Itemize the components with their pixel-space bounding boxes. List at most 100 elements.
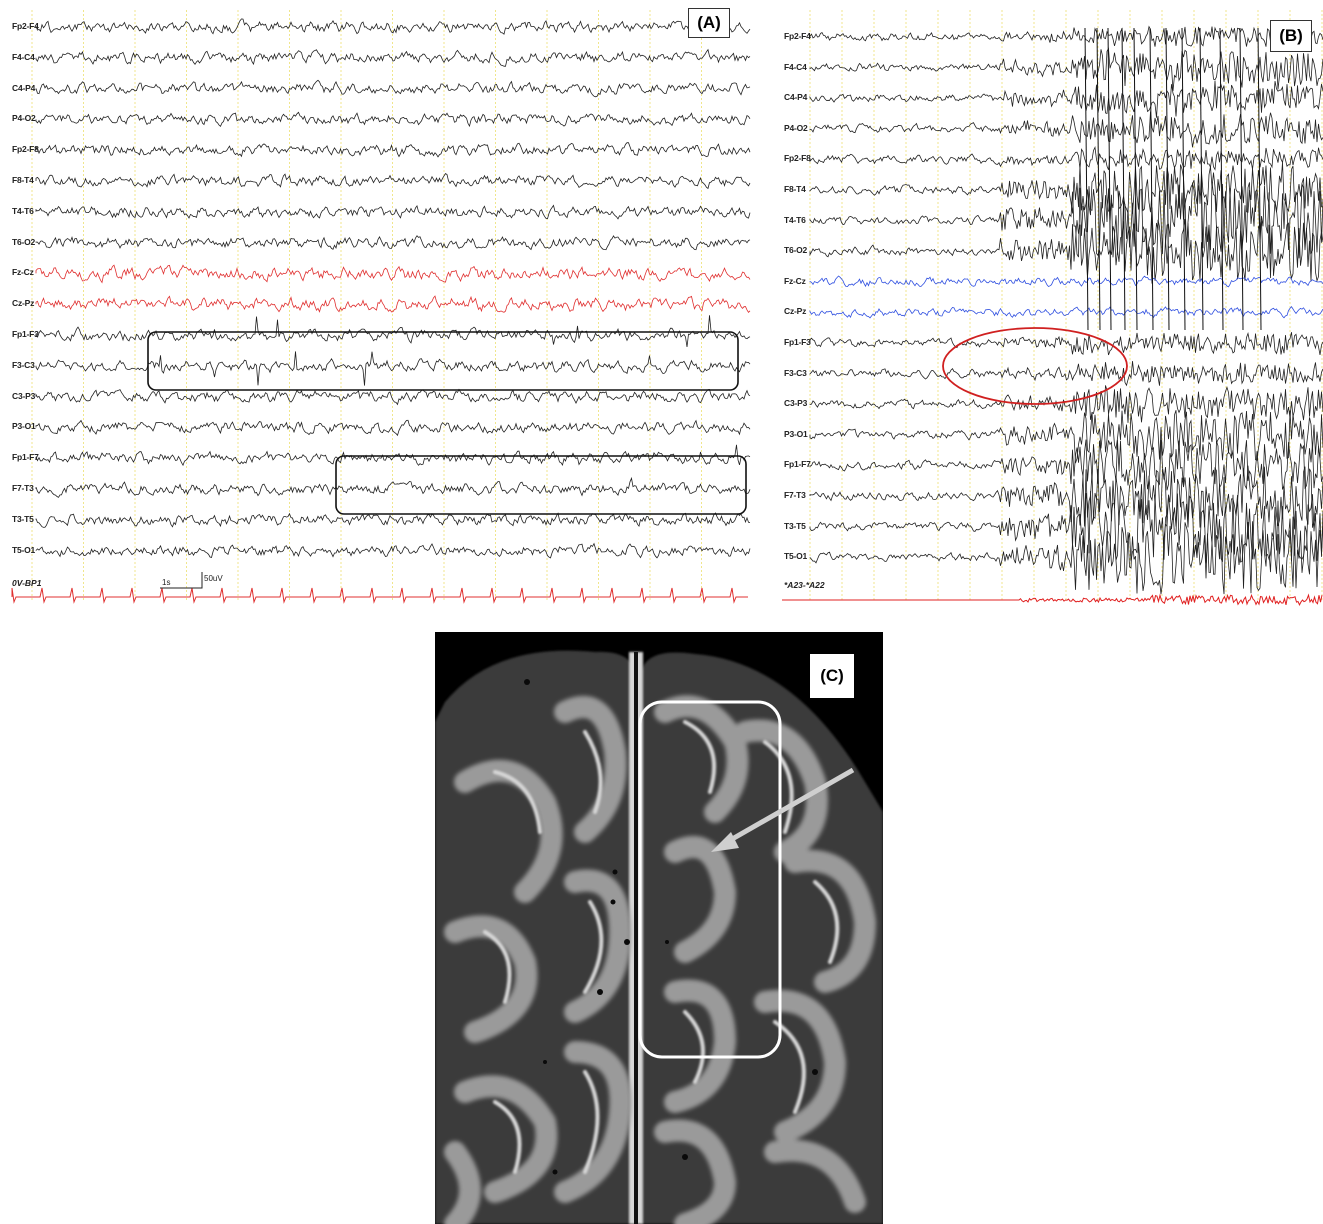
highlight-ellipse-b [942, 327, 1128, 405]
eeg-a-channel-label-fp2-f8: Fp2-F8 [12, 144, 39, 155]
eeg-a-channel-label-t4-t6: T4-T6 [12, 205, 34, 216]
eeg-a-channel-label-fp1-f7: Fp1-F7 [12, 452, 39, 463]
eeg-a-channel-label-t3-t5: T3-T5 [12, 513, 34, 524]
artifact-spike-0 [1084, 27, 1089, 331]
eeg-a-channel-label-c4-p4: C4-P4 [12, 82, 36, 93]
highlight-box-a-1 [335, 455, 747, 515]
eeg-b-trace-c3-p3 [809, 385, 1323, 423]
artifact-spike-1 [1096, 27, 1101, 331]
artifact-spike-2 [1107, 27, 1112, 331]
eeg-a-channel-label-p4-o2: P4-O2 [12, 113, 36, 124]
eeg-a-channel-label-c3-p3: C3-P3 [12, 390, 36, 401]
eeg-b-trace-cz-pz [809, 306, 1323, 319]
mri-panel-c: (C) [435, 632, 883, 1224]
eeg-b-channel-label-fp1-f3: Fp1-F3 [784, 337, 811, 347]
eeg-b-trace-f8-t4 [809, 162, 1323, 216]
eeg-a-trace-fp2-f4 [35, 18, 751, 35]
eeg-b-trace-c4-p4 [809, 80, 1323, 118]
eeg-a-channel-label-f7-t3: F7-T3 [12, 483, 34, 493]
eeg-a-trace-cz-pz [35, 295, 751, 313]
eeg-b-trace-t3-t5 [809, 490, 1323, 564]
eeg-b-channel-label-fz-cz: Fz-Cz [784, 275, 806, 286]
highlight-box-a-0 [147, 331, 739, 391]
mri-brain-image [435, 632, 883, 1224]
eeg-b-trace-fp2-f8 [809, 146, 1323, 171]
eeg-b-channel-label-t6-o2: T6-O2 [784, 245, 808, 256]
artifact-spike-9 [1219, 27, 1224, 331]
eeg-a-trace-fp1-f7 [35, 444, 751, 467]
eeg-b-trace-fp1-f3 [809, 332, 1323, 356]
artifact-spike-10 [1239, 27, 1244, 331]
eeg-a-trace-fz-cz [35, 264, 751, 284]
artifact-spike-5 [1149, 27, 1154, 331]
eeg-b-channel-label-cz-pz: Cz-Pz [784, 306, 807, 317]
eeg-b-channel-label-p3-o1: P3-O1 [784, 428, 808, 439]
scale-bar [160, 572, 203, 589]
eeg-traces-a [11, 10, 751, 604]
eeg-b-trace-f4-c4 [809, 47, 1323, 91]
eeg-b-trace-fz-cz [809, 275, 1323, 288]
eeg-b-trace-t6-o2 [809, 218, 1323, 284]
panel-tag-c: (C) [810, 654, 854, 698]
eeg-a-channel-label-t5-o1: T5-O1 [12, 544, 36, 555]
eeg-a-channel-label-p3-o1: P3-O1 [12, 421, 36, 432]
eeg-traces-b [782, 10, 1323, 606]
eeg-b-trace-p3-o1 [809, 410, 1323, 464]
eeg-a-trace-t6-o2 [35, 235, 751, 251]
eeg-a-trace-f3-c3 [35, 351, 751, 386]
eeg-a-trace-p4-o2 [35, 111, 751, 128]
eeg-b-channel-label-p4-o2: P4-O2 [784, 122, 808, 133]
eeg-a-trace-p3-o1 [35, 419, 751, 437]
eeg-b-channel-label-c3-p3: C3-P3 [784, 398, 808, 409]
eeg-a-trace-f7-t3 [35, 476, 751, 498]
eeg-a-channel-label-t6-o2: T6-O2 [12, 236, 36, 247]
eeg-a-channel-label-cz-pz: Cz-Pz [12, 298, 35, 309]
bottom-channel-label-b: *A23-*A22 [784, 580, 825, 590]
eeg-b-channel-label-f4-c4: F4-C4 [784, 61, 807, 72]
eeg-b-channel-label-t3-t5: T3-T5 [784, 520, 806, 531]
eeg-a-channel-label-f4-c4: F4-C4 [12, 51, 35, 62]
eeg-panel-b: Fp2-F4 F4-C4 C4-P4 P4-O2 Fp2-F8 F8-T4 T4-T6 T6-… [770, 0, 1323, 612]
eeg-b-channel-label-f8-t4: F8-T4 [784, 184, 806, 194]
eeg-b-channel-label-fp2-f4: Fp2-F4 [784, 31, 811, 41]
eeg-b-trace-t5-o1 [809, 521, 1323, 595]
scale-amp-label: 50uV [204, 574, 223, 583]
eeg-a-channel-label-fp1-f3: Fp1-F3 [12, 329, 39, 339]
scale-time-label: 1s [162, 578, 171, 587]
eeg-a-channel-label-fp2-f4: Fp2-F4 [12, 21, 39, 31]
eeg-a-trace-c4-p4 [35, 79, 751, 98]
eeg-a-trace-f8-t4 [35, 173, 751, 190]
eeg-b-channel-label-t5-o1: T5-O1 [784, 551, 808, 562]
artifact-spike-6 [1165, 27, 1170, 331]
artifact-spike-4 [1133, 27, 1138, 331]
eeg-a-trace-t4-t6 [35, 204, 751, 220]
eeg-b-trace-fp2-f4 [809, 25, 1323, 49]
eeg-b-channel-label-f7-t3: F7-T3 [784, 490, 806, 500]
eeg-b-channel-label-fp2-f8: Fp2-F8 [784, 153, 811, 164]
eeg-a-channel-label-fz-cz: Fz-Cz [12, 267, 34, 278]
eeg-b-channel-label-c4-p4: C4-P4 [784, 92, 808, 103]
bottom-channel-label-a: 0V-BP1 [12, 578, 42, 588]
eeg-a-trace-f4-c4 [35, 48, 751, 67]
lesion-highlight-box [638, 700, 782, 1059]
ecg-trace-a [11, 587, 748, 604]
artifact-spike-3 [1121, 27, 1126, 331]
eeg-a-trace-t3-t5 [35, 512, 751, 528]
eeg-b-channel-label-fp1-f7: Fp1-F7 [784, 459, 811, 470]
eeg-b-channel-label-t4-t6: T4-T6 [784, 214, 806, 225]
eeg-b-channel-label-f3-c3: F3-C3 [784, 367, 807, 378]
eeg-a-trace-fp2-f8 [35, 142, 751, 158]
eeg-b-trace-f3-c3 [809, 361, 1323, 387]
eeg-b-trace-p4-o2 [809, 111, 1323, 148]
eeg-a-channel-label-f8-t4: F8-T4 [12, 175, 34, 185]
arrow-icon [711, 767, 855, 852]
panel-tag-a: (A) [688, 8, 730, 38]
eeg-a-trace-c3-p3 [35, 388, 751, 406]
artifact-spike-11 [1257, 27, 1262, 331]
eeg-a-trace-t5-o1 [35, 542, 751, 559]
artifact-spike-7 [1181, 27, 1186, 331]
eeg-b-trace-f7-t3 [809, 465, 1323, 530]
eeg-panel-a: Fp2-F4 F4-C4 C4-P4 P4-O2 Fp2-F8 F8-T4 T4-T6 T6-… [0, 0, 760, 612]
eeg-a-trace-fp1-f3 [35, 315, 751, 348]
ecg-trace-b [782, 593, 1323, 606]
